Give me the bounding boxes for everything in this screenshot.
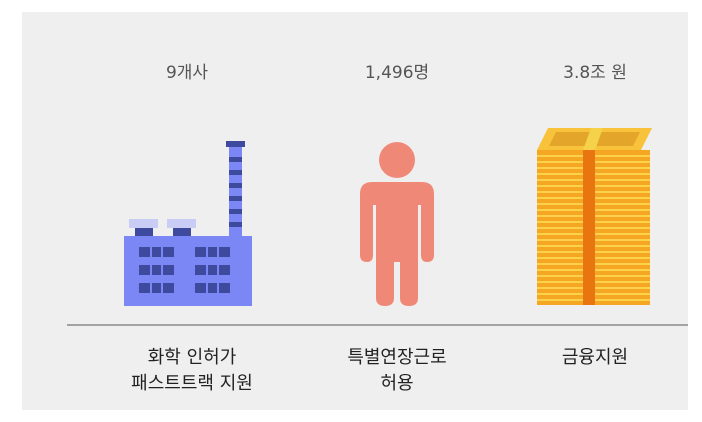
label-text: 화학 인허가 — [148, 347, 237, 368]
value-text: 1,496명 — [365, 63, 429, 83]
label-text: 허용 — [380, 373, 413, 394]
money-icon — [537, 128, 652, 305]
label-text: 특별연장근로 — [347, 347, 446, 368]
factory-icon — [124, 141, 252, 306]
value-text: 3.8조 원 — [563, 63, 627, 83]
label-text: 금융지원 — [562, 347, 628, 368]
label-text: 패스트트랙 지원 — [131, 373, 253, 394]
person-icon — [360, 142, 434, 306]
value-text: 9개사 — [166, 63, 208, 83]
